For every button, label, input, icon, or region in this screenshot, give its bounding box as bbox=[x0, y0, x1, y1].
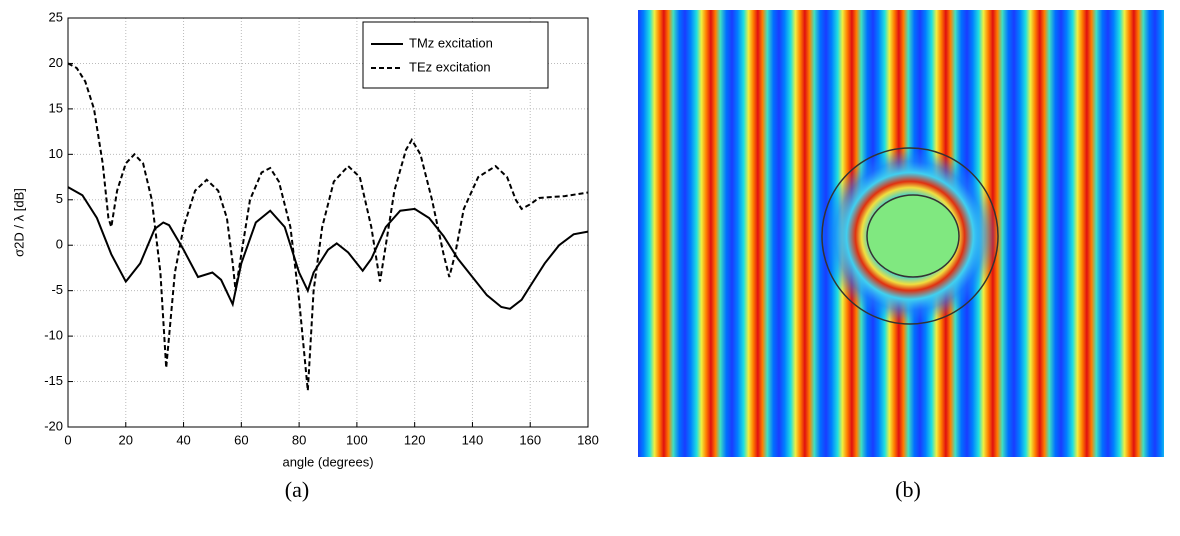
y-tick-label: -15 bbox=[44, 373, 63, 388]
x-tick-label: 20 bbox=[119, 432, 133, 447]
x-tick-label: 160 bbox=[519, 432, 541, 447]
x-tick-label: 0 bbox=[64, 432, 71, 447]
panel-label: (a) bbox=[285, 477, 309, 502]
y-tick-label: 25 bbox=[49, 9, 63, 24]
legend-label: TMz excitation bbox=[409, 35, 493, 50]
x-axis-label: angle (degrees) bbox=[282, 454, 373, 469]
legend-box bbox=[362, 21, 549, 89]
y-tick-label: -20 bbox=[44, 418, 63, 433]
y-tick-label: -10 bbox=[44, 328, 63, 343]
x-tick-label: 80 bbox=[292, 432, 306, 447]
plot-frame bbox=[67, 17, 589, 428]
x-tick-label: 40 bbox=[176, 432, 190, 447]
y-tick-label: 0 bbox=[56, 237, 63, 252]
outer-boundary bbox=[821, 147, 999, 325]
y-tick-label: 15 bbox=[49, 100, 63, 115]
y-tick-label: 10 bbox=[49, 146, 63, 161]
x-tick-label: 140 bbox=[462, 432, 484, 447]
x-tick-label: 180 bbox=[577, 432, 599, 447]
field-image bbox=[638, 10, 1164, 457]
panel-label: (b) bbox=[895, 477, 921, 502]
x-tick-label: 60 bbox=[234, 432, 248, 447]
x-tick-label: 100 bbox=[346, 432, 368, 447]
data-line bbox=[67, 62, 589, 391]
data-line bbox=[67, 186, 589, 310]
y-axis-label: σ2D / λ [dB] bbox=[11, 188, 26, 257]
x-tick-label: 120 bbox=[404, 432, 426, 447]
legend-label: TEz excitation bbox=[409, 59, 491, 74]
y-tick-label: 20 bbox=[49, 55, 63, 70]
y-tick-label: -5 bbox=[51, 282, 63, 297]
inner-scatterer bbox=[866, 194, 960, 278]
y-tick-label: 5 bbox=[56, 191, 63, 206]
